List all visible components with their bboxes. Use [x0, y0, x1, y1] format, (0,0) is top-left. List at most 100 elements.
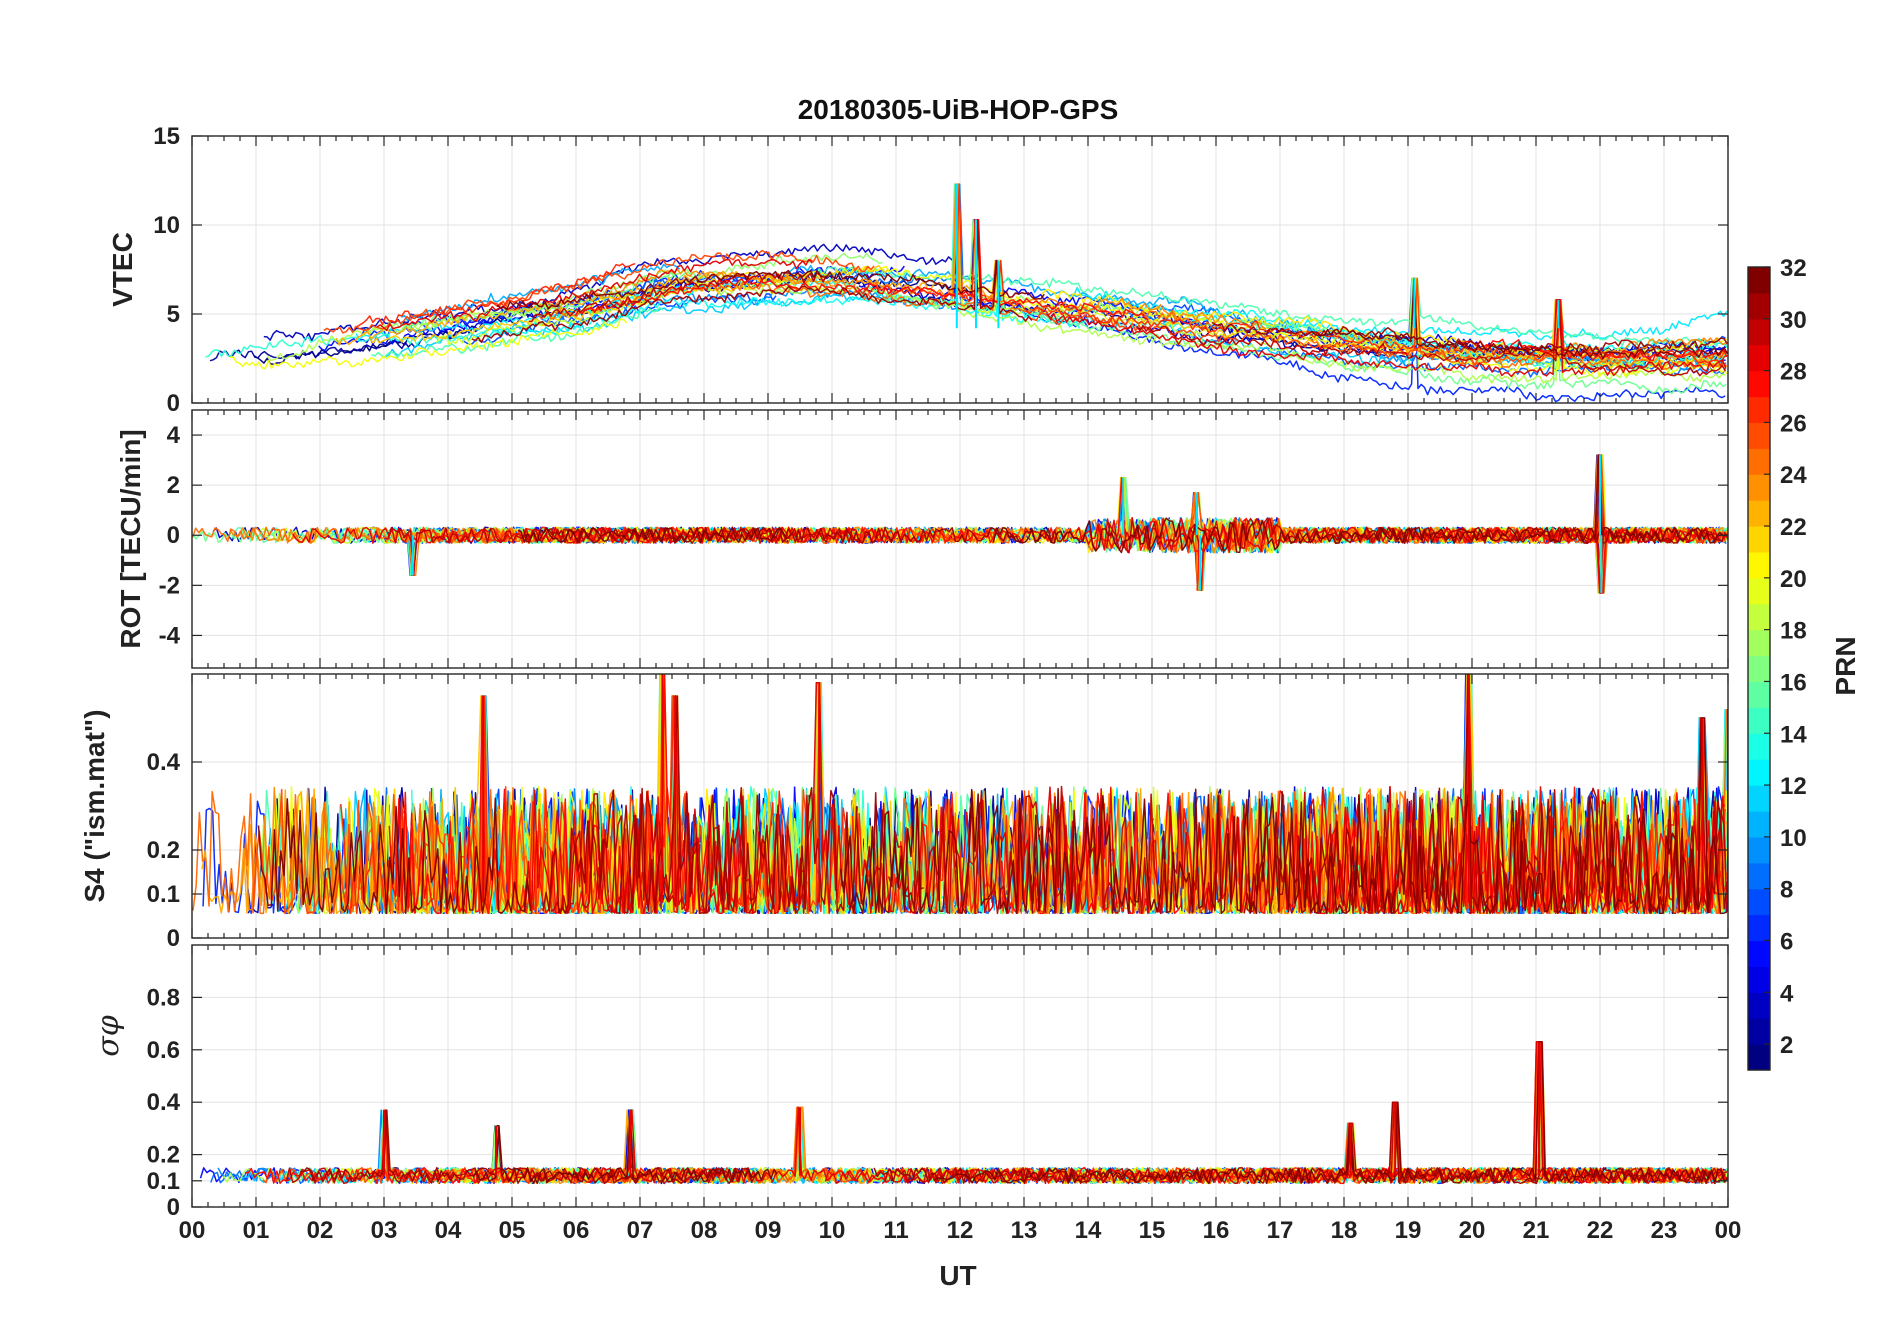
y-axis-label: ROT [TECU/min] — [115, 429, 146, 648]
y-tick-label: 0.4 — [147, 1089, 181, 1116]
series-prn-27-seg1 — [1297, 717, 1728, 915]
series-prn-32-seg0 — [472, 1109, 778, 1185]
colorbar-swatch — [1748, 292, 1770, 320]
series-prn-18-seg0 — [266, 304, 553, 362]
colorbar-swatch — [1748, 577, 1770, 605]
colorbar-tick-label: 12 — [1780, 773, 1807, 800]
colorbar-tick-label: 16 — [1780, 669, 1807, 696]
x-tick-label: 19 — [1395, 1217, 1422, 1244]
colorbar-tick-label: 8 — [1780, 877, 1793, 904]
colorbar-swatch — [1748, 318, 1770, 346]
colorbar-swatch — [1748, 422, 1770, 449]
series-prn-23-seg0 — [335, 183, 1009, 346]
x-tick-label: 09 — [755, 1217, 782, 1244]
series-prn-31-seg0 — [542, 695, 924, 915]
series-prn-31-seg1 — [1327, 526, 1728, 545]
x-tick-label: 18 — [1331, 1217, 1358, 1244]
colorbar-tick-label: 28 — [1780, 359, 1807, 386]
series-prn-29-seg0 — [376, 258, 813, 332]
y-tick-label: 5 — [167, 301, 180, 328]
series-prn-31-seg1 — [1243, 674, 1728, 915]
colorbar-swatch — [1748, 629, 1770, 657]
series-prn-15-seg0 — [371, 306, 664, 359]
series-prn-30-seg0 — [528, 271, 827, 323]
x-tick-label: 13 — [1011, 1217, 1038, 1244]
y-tick-label: -2 — [159, 572, 180, 599]
y-tick-label: 0.1 — [147, 1168, 180, 1195]
series-prn-24-seg1 — [1566, 337, 1727, 355]
y-tick-label: 0.2 — [147, 1142, 180, 1169]
x-tick-label: 07 — [627, 1217, 654, 1244]
colorbar-tick-label: 32 — [1780, 255, 1807, 282]
x-tick-label: 06 — [563, 1217, 590, 1244]
y-tick-label: -4 — [159, 622, 181, 649]
series-prn-28-seg1 — [1457, 299, 1728, 362]
colorbar-swatch — [1748, 500, 1770, 527]
colorbar-frame — [1747, 266, 1771, 1071]
series-prn-20-seg1 — [834, 218, 1728, 378]
colorbar-swatch — [1748, 914, 1770, 942]
colorbar-swatch — [1748, 681, 1770, 708]
series-prn-32-seg1 — [933, 1041, 1728, 1185]
colorbar-swatch — [1748, 810, 1770, 838]
y-tick-label: 0.4 — [147, 749, 181, 776]
x-tick-label: 02 — [307, 1217, 334, 1244]
colorbar-swatch — [1748, 992, 1770, 1019]
y-tick-label: 0 — [167, 390, 180, 417]
panel-s4: 0 0.1 0.2 0.4 S4 ("ism.mat") — [79, 673, 1729, 952]
series-prn-30-seg1 — [1135, 299, 1727, 377]
y-tick-label: 0 — [167, 522, 180, 549]
series-prn-32-seg1 — [1311, 277, 1728, 360]
colorbar-tick-label: 22 — [1780, 514, 1807, 541]
colorbar-tick-label: 26 — [1780, 410, 1807, 437]
y-axis-label: S4 ("ism.mat") — [79, 709, 110, 902]
series-prn-31-seg1 — [873, 1101, 1726, 1185]
series-prn-24-seg0 — [545, 183, 1267, 330]
series-prn-32-seg0 — [517, 526, 788, 544]
panel-rot: -4 -2 0 2 4 ROT [TECU/min] — [115, 409, 1729, 669]
y-tick-label: 0.2 — [147, 837, 180, 864]
colorbar-tick-label: 2 — [1780, 1032, 1793, 1059]
x-tick-label: 21 — [1523, 1217, 1550, 1244]
colorbar-swatch — [1748, 940, 1770, 967]
colorbar-tick-label: 4 — [1780, 980, 1794, 1007]
x-tick-label: 05 — [499, 1217, 526, 1244]
series-prn-29-seg1 — [1046, 299, 1727, 378]
colorbar-swatch — [1748, 603, 1770, 631]
colorbar-swatch — [1748, 344, 1770, 372]
colorbar-tick-label: 24 — [1780, 462, 1807, 489]
x-tick-label: 22 — [1587, 1217, 1614, 1244]
y-tick-label: 0.1 — [147, 881, 180, 908]
colorbar-swatch — [1748, 551, 1770, 579]
colorbar-swatch — [1748, 1044, 1770, 1071]
y-tick-label: 0.8 — [147, 984, 180, 1011]
y-tick-label: 0.6 — [147, 1037, 180, 1064]
x-tick-label: 12 — [947, 1217, 974, 1244]
series-prn-32-seg1 — [839, 717, 1728, 915]
series-group — [199, 1041, 1728, 1185]
series-prn-14-seg0 — [410, 674, 1027, 915]
y-axis-label: σφ — [91, 1015, 126, 1056]
chart-title: 20180305-UiB-HOP-GPS — [798, 94, 1119, 125]
y-tick-label: 0 — [167, 1194, 180, 1221]
series-prn-32-seg0 — [257, 797, 532, 915]
x-tick-label: 20 — [1459, 1217, 1486, 1244]
y-tick-label: 2 — [167, 472, 180, 499]
x-tick-label: 17 — [1267, 1217, 1294, 1244]
series-prn-27-seg0 — [356, 262, 636, 328]
x-tick-label: 15 — [1139, 1217, 1166, 1244]
series-group — [192, 674, 1728, 915]
colorbar-swatch — [1748, 1018, 1770, 1045]
series-prn-30-seg0 — [550, 790, 811, 915]
y-tick-label: 10 — [153, 212, 180, 239]
series-prn-31-seg1 — [1211, 321, 1728, 353]
x-tick-label: 16 — [1203, 1217, 1230, 1244]
colorbar-swatch — [1748, 966, 1770, 993]
colorbar-tick-label: 18 — [1780, 618, 1807, 645]
series-prn-28-seg0 — [574, 218, 1149, 321]
panel-vtec: 0 5 10 15 VTEC — [107, 123, 1729, 417]
colorbar-tick-label: 30 — [1780, 307, 1807, 334]
colorbar-swatch — [1748, 733, 1770, 760]
